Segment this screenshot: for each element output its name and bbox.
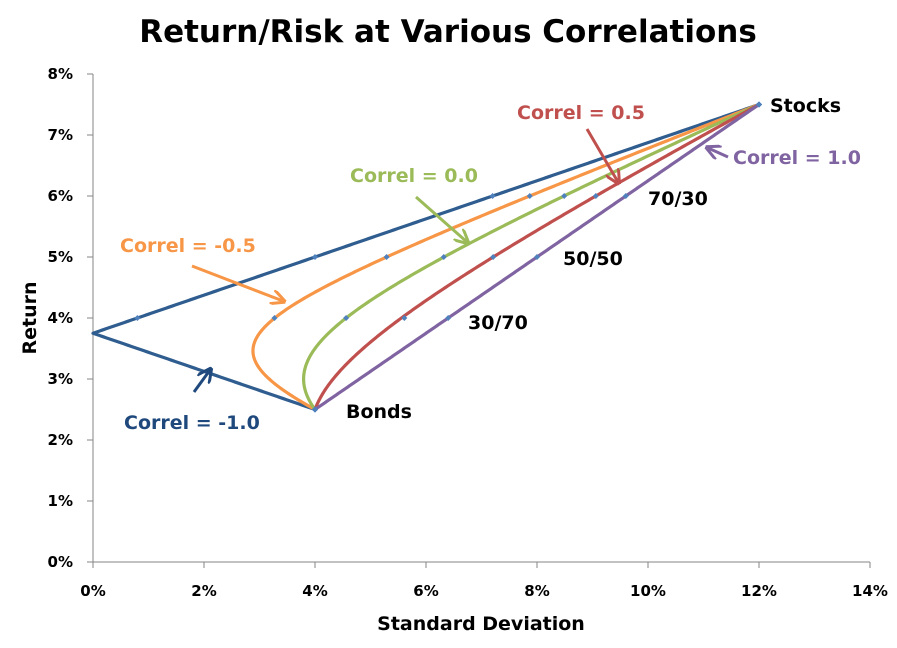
x-tick-label: 6% xyxy=(413,582,438,600)
data-marker xyxy=(489,193,496,199)
x-tick-label: 2% xyxy=(191,582,216,600)
axes xyxy=(87,73,871,568)
arrow-correl-neg-1 xyxy=(192,370,210,393)
annotation-correl-neg-1: Correl = -1.0 xyxy=(124,370,260,434)
annotation-correl-1: Correl = 1.0 xyxy=(708,147,861,169)
x-tick-label: 10% xyxy=(630,582,666,600)
x-tick-label: 0% xyxy=(80,582,105,600)
data-marker xyxy=(592,193,599,199)
label-correl-neg-0-5: Correl = -0.5 xyxy=(120,235,256,257)
markers-group xyxy=(134,101,762,413)
data-marker xyxy=(312,254,318,260)
y-tick-label: 0% xyxy=(48,553,73,571)
label-correl-neg-1: Correl = -1.0 xyxy=(124,412,260,434)
data-marker xyxy=(440,254,447,260)
data-marker xyxy=(401,315,408,321)
data-marker xyxy=(271,315,278,321)
data-marker xyxy=(622,193,629,199)
label-correl-1: Correl = 1.0 xyxy=(733,147,861,169)
x-tick-label: 12% xyxy=(741,582,777,600)
arrow-correl-0-5 xyxy=(585,128,618,182)
arrow-correl-0 xyxy=(415,195,467,242)
series-group xyxy=(91,102,761,412)
label-correl-0: Correl = 0.0 xyxy=(350,165,478,187)
data-marker xyxy=(561,193,568,199)
data-marker xyxy=(534,254,540,260)
y-tick-label: 1% xyxy=(48,492,73,510)
x-tick-label: 8% xyxy=(524,582,549,600)
data-marker xyxy=(445,315,452,321)
data-marker xyxy=(383,254,390,260)
label-mix-50-50: 50/50 xyxy=(563,248,623,270)
label-mix-70-30: 70/30 xyxy=(648,188,708,210)
y-tick-label: 7% xyxy=(48,126,73,144)
data-marker xyxy=(134,315,141,321)
annotation-correl-0-5: Correl = 0.5 xyxy=(517,102,645,182)
x-tick-label: 4% xyxy=(302,582,327,600)
y-axis-title: Return xyxy=(19,281,41,354)
y-tick-label: 6% xyxy=(48,187,73,205)
y-tick-label: 2% xyxy=(48,431,73,449)
data-marker xyxy=(343,315,350,321)
x-axis-title: Standard Deviation xyxy=(377,613,585,635)
y-tick-label: 4% xyxy=(48,309,73,327)
label-bonds: Bonds xyxy=(346,401,412,423)
x-tick-label: 14% xyxy=(852,582,888,600)
annotation-correl-neg-0-5: Correl = -0.5 xyxy=(120,235,283,301)
y-tick-label: 8% xyxy=(48,65,73,83)
data-marker xyxy=(526,193,533,199)
y-tick-labels: 0% 1% 2% 3% 4% 5% 6% 7% 8% xyxy=(48,65,73,571)
label-stocks: Stocks xyxy=(770,95,841,117)
series-line-1 xyxy=(251,102,761,412)
y-tick-label: 3% xyxy=(48,370,73,388)
data-marker xyxy=(490,254,497,260)
y-tick-label: 5% xyxy=(48,248,73,266)
chart-title: Return/Risk at Various Correlations xyxy=(139,14,757,50)
arrow-correl-neg-0-5 xyxy=(191,264,283,301)
annotation-correl-0: Correl = 0.0 xyxy=(350,165,478,242)
arrow-correl-1 xyxy=(708,148,729,157)
label-correl-0-5: Correl = 0.5 xyxy=(517,102,645,124)
data-marker xyxy=(756,101,762,108)
x-tick-labels: 0% 2% 4% 6% 8% 10% 12% 14% xyxy=(80,582,888,600)
label-mix-30-70: 30/70 xyxy=(468,312,528,334)
data-marker xyxy=(312,406,318,413)
